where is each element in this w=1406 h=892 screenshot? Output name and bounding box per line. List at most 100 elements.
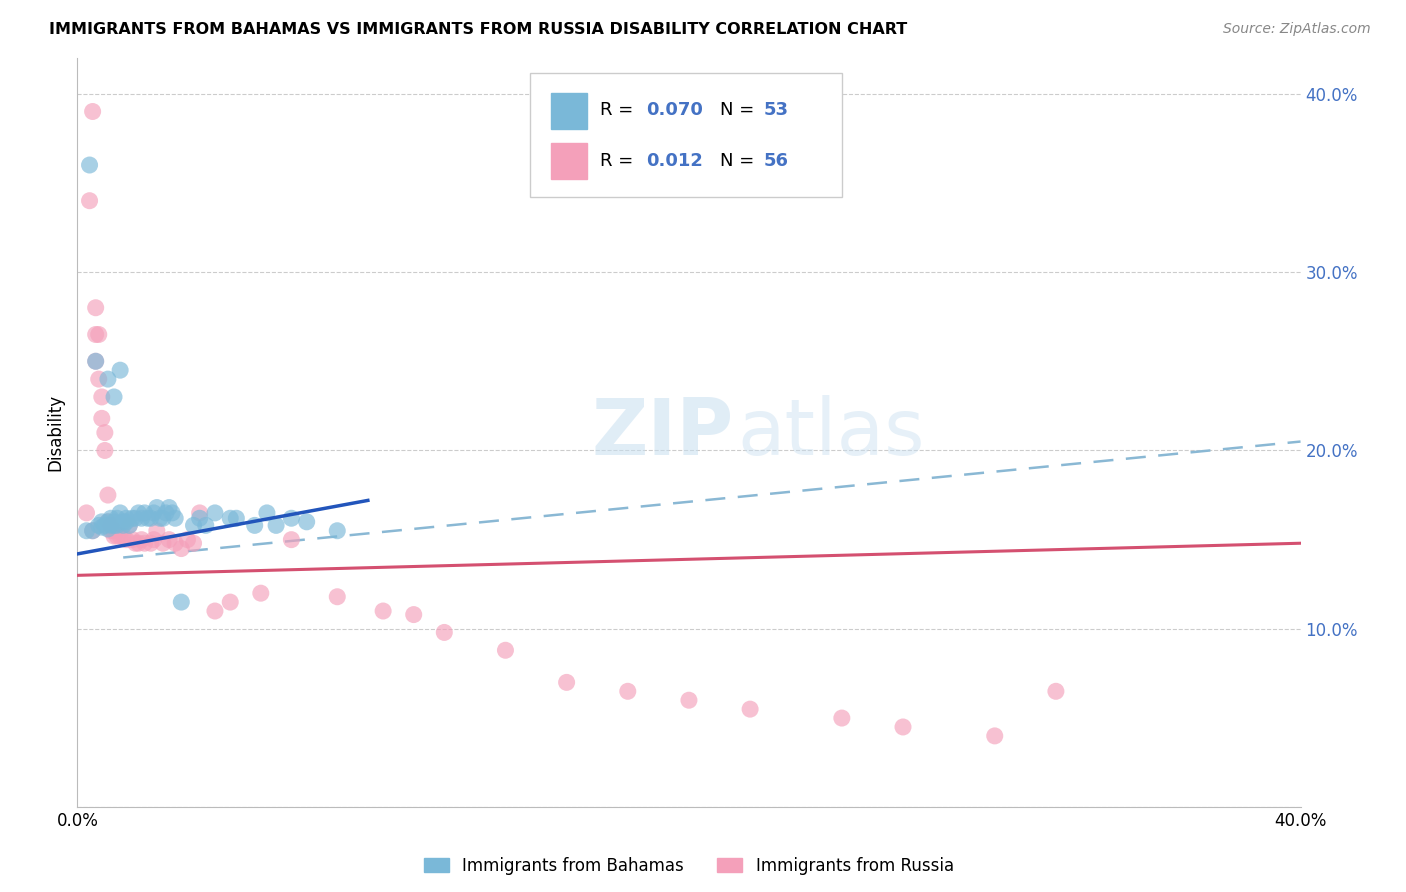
Point — [204, 604, 226, 618]
Point — [155, 506, 177, 520]
Point — [142, 506, 165, 520]
Point — [103, 518, 125, 533]
Point — [256, 506, 278, 520]
Point — [112, 529, 135, 543]
Point — [103, 390, 125, 404]
Point — [82, 104, 104, 119]
Point — [121, 533, 143, 547]
Text: 0.012: 0.012 — [647, 153, 703, 170]
Point — [97, 488, 120, 502]
Point — [84, 301, 107, 315]
Point — [183, 518, 205, 533]
Point — [617, 684, 640, 698]
Point — [94, 443, 117, 458]
Point — [219, 595, 242, 609]
Point — [219, 511, 242, 525]
Point — [678, 693, 700, 707]
Point — [97, 522, 120, 536]
Point — [157, 533, 180, 547]
Point — [84, 354, 107, 368]
Point — [90, 411, 112, 425]
Point — [280, 533, 302, 547]
Bar — [551, 144, 588, 179]
Point — [160, 506, 183, 520]
Text: ZIP: ZIP — [591, 394, 734, 471]
Text: N =: N = — [720, 153, 759, 170]
Point — [118, 518, 141, 533]
Point — [295, 515, 318, 529]
Point — [170, 595, 193, 609]
Point — [188, 506, 211, 520]
Text: 0.070: 0.070 — [647, 102, 703, 120]
Point — [127, 536, 149, 550]
Point — [131, 511, 153, 525]
Point — [94, 518, 117, 533]
Point — [402, 607, 425, 622]
Point — [105, 511, 128, 525]
Point — [326, 524, 349, 538]
Point — [136, 511, 159, 525]
Text: IMMIGRANTS FROM BAHAMAS VS IMMIGRANTS FROM RUSSIA DISABILITY CORRELATION CHART: IMMIGRANTS FROM BAHAMAS VS IMMIGRANTS FR… — [49, 22, 907, 37]
Point — [891, 720, 914, 734]
Point — [225, 511, 247, 525]
Point — [127, 506, 149, 520]
Point — [183, 536, 205, 550]
Point — [100, 518, 122, 533]
Point — [831, 711, 853, 725]
Point — [90, 520, 112, 534]
Bar — [551, 93, 588, 129]
Point — [115, 533, 138, 547]
Point — [76, 524, 98, 538]
Text: atlas: atlas — [738, 394, 925, 471]
Text: Source: ZipAtlas.com: Source: ZipAtlas.com — [1223, 22, 1371, 37]
FancyBboxPatch shape — [530, 73, 842, 196]
Point — [139, 536, 162, 550]
Point — [280, 511, 302, 525]
Point — [433, 625, 456, 640]
Point — [250, 586, 273, 600]
Text: N =: N = — [720, 102, 759, 120]
Point — [124, 511, 146, 525]
Point — [984, 729, 1007, 743]
Point — [243, 518, 266, 533]
Point — [165, 536, 187, 550]
Point — [157, 500, 180, 515]
Point — [115, 515, 138, 529]
Text: 53: 53 — [763, 102, 789, 120]
Point — [100, 524, 122, 538]
Point — [146, 524, 169, 538]
Point — [146, 500, 169, 515]
Point — [131, 533, 153, 547]
Point — [115, 511, 138, 525]
Point — [94, 425, 117, 440]
Point — [105, 529, 128, 543]
Point — [176, 533, 198, 547]
Point — [108, 506, 131, 520]
Point — [100, 518, 122, 533]
Point — [121, 511, 143, 525]
Point — [112, 518, 135, 533]
Point — [82, 524, 104, 538]
Point — [152, 536, 174, 550]
Point — [264, 518, 287, 533]
Point — [108, 363, 131, 377]
Point — [87, 518, 110, 533]
Point — [108, 529, 131, 543]
Point — [555, 675, 578, 690]
Point — [149, 511, 172, 525]
Point — [79, 194, 101, 208]
Point — [84, 354, 107, 368]
Point — [97, 515, 120, 529]
Point — [740, 702, 762, 716]
Point — [371, 604, 394, 618]
Point — [103, 524, 125, 538]
Point — [79, 158, 101, 172]
Point — [82, 524, 104, 538]
Point — [105, 518, 128, 533]
Point — [118, 518, 141, 533]
Point — [112, 515, 135, 529]
Point — [97, 515, 120, 529]
Point — [103, 515, 125, 529]
Point — [326, 590, 349, 604]
Point — [188, 511, 211, 525]
